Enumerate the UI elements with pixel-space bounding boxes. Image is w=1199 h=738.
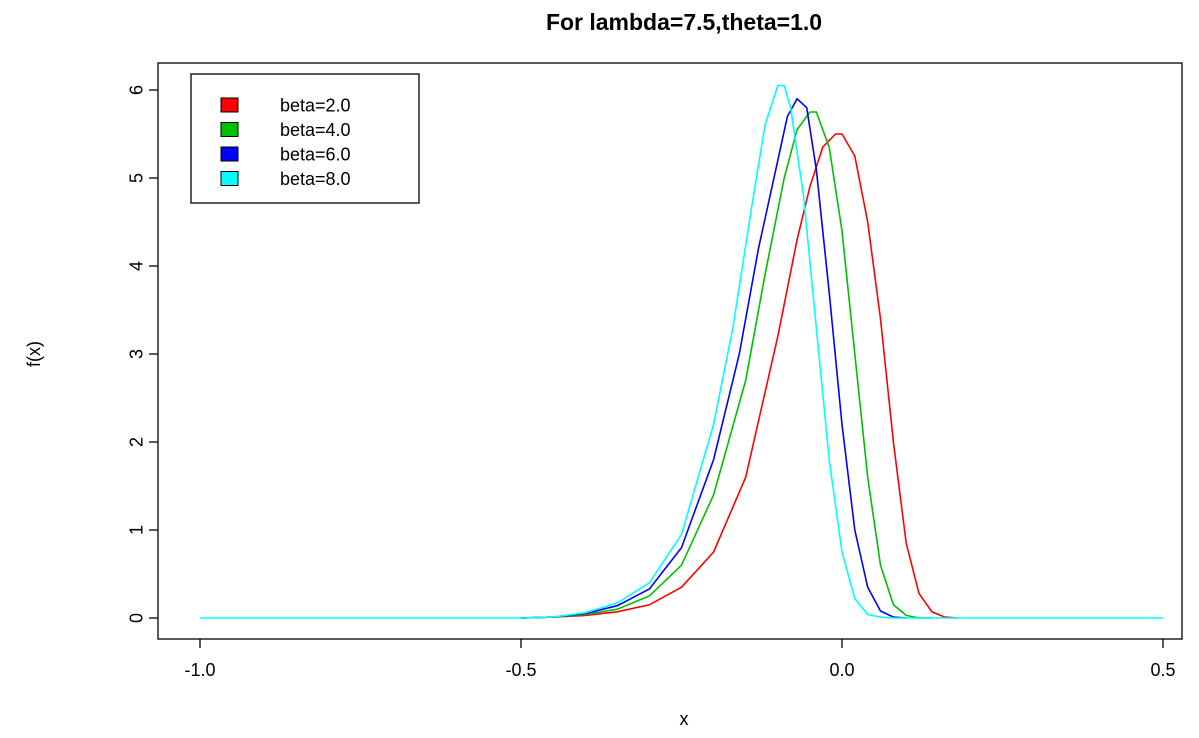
x-tick-label: -0.5 [505, 660, 536, 680]
legend: beta=2.0 beta=4.0 beta=6.0 beta=8.0 [190, 73, 420, 204]
y-tick-label: 1 [126, 525, 146, 535]
x-axis: -1.0 -0.5 0.0 0.5 [184, 639, 1176, 680]
y-tick-label: 3 [126, 349, 146, 359]
y-tick-label: 0 [126, 613, 146, 623]
legend-swatch [220, 97, 239, 113]
series-line-1 [520, 111, 932, 619]
series-lines [200, 84, 1163, 619]
legend-swatch [220, 171, 239, 186]
legend-label: beta=4.0 [280, 120, 351, 140]
y-axis: 0 1 2 3 4 5 6 [126, 85, 158, 623]
x-axis-label: x [680, 709, 689, 729]
series-line-2 [520, 97, 907, 619]
y-tick-label: 6 [126, 85, 146, 95]
legend-box [190, 73, 420, 204]
x-tick-label: 0.0 [829, 660, 854, 680]
y-tick-label: 5 [126, 173, 146, 183]
chart-title: For lambda=7.5,theta=1.0 [546, 9, 822, 35]
y-tick-label: 4 [126, 261, 146, 271]
series-line-0 [520, 133, 958, 619]
series-line-3 [200, 84, 1163, 619]
legend-label: beta=8.0 [280, 169, 351, 189]
x-tick-label: -1.0 [184, 660, 215, 680]
legend-swatch [220, 146, 239, 162]
x-tick-label: 0.5 [1150, 660, 1175, 680]
legend-label: beta=2.0 [280, 95, 351, 115]
legend-swatch [220, 122, 239, 137]
y-tick-label: 2 [126, 437, 146, 447]
plot-frame [157, 62, 1183, 640]
legend-label: beta=6.0 [280, 144, 351, 164]
y-axis-label: f(x) [24, 341, 44, 367]
